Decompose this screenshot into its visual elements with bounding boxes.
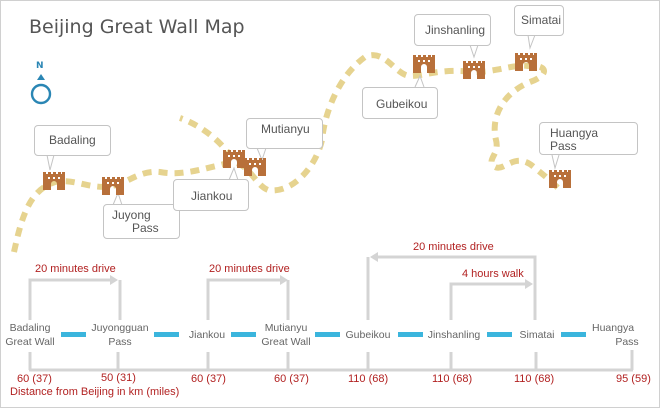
distance-mutianyu: 60 (37)	[274, 373, 309, 385]
timeline-stop-simatai[interactable]: Simatai	[519, 329, 555, 341]
callout-label: Jiankou	[191, 189, 233, 203]
compass-north-label: N	[36, 61, 44, 71]
segment-bar	[398, 332, 423, 337]
segment-bar	[231, 332, 256, 337]
callout-gubeikou[interactable]: Gubeikou	[362, 87, 438, 119]
segment-bar	[561, 332, 586, 337]
distance-simatai: 110 (68)	[514, 373, 555, 385]
distance-huangya: 95 (59)	[616, 373, 651, 385]
callout-jinshanling[interactable]: Jinshanling	[414, 14, 491, 46]
distance-caption: Distance from Beijing in km (miles)	[10, 386, 180, 398]
timeline-stop-jinshanling[interactable]: Jinshanling	[427, 329, 481, 341]
distance-jiankou: 60 (37)	[191, 373, 226, 385]
callout-label: Gubeikou	[376, 97, 428, 111]
castle-icon-juyong[interactable]	[102, 177, 124, 195]
segment-bar	[61, 332, 86, 337]
castle-icon-mutianyu[interactable]	[244, 158, 266, 176]
distance-gubeikou: 110 (68)	[348, 373, 389, 385]
castle-icon-simatai[interactable]	[515, 53, 537, 71]
callout-huangya-pass[interactable]: Huangya Pass	[539, 122, 638, 155]
segment-bar	[487, 332, 512, 337]
distance-juyongguan: 50 (31)	[101, 372, 136, 384]
timeline-stop-juyongguan[interactable]: Juyongguan Pass	[91, 322, 149, 348]
castle-icon-jinshanling[interactable]	[463, 61, 485, 79]
castle-icon-badaling[interactable]	[43, 172, 65, 190]
segment-bar	[154, 332, 179, 337]
timeline-stop-jiankou[interactable]: Jiankou	[188, 329, 226, 341]
distance-badaling: 60 (37)	[17, 373, 52, 385]
callout-label: Badaling	[49, 133, 96, 147]
callout-label: Simatai	[521, 13, 562, 27]
castle-icon-jiankou[interactable]	[223, 150, 245, 168]
callout-juyong-pass[interactable]: Juyong Pass	[103, 204, 180, 239]
trip-label-simatai-gubeikou: 20 minutes drive	[413, 241, 494, 253]
trip-label-jinshanling-simatai: 4 hours walk	[462, 268, 524, 280]
callout-label: Juyong Pass	[112, 208, 159, 235]
trip-label-jiankou-mutianyu: 20 minutes drive	[209, 263, 290, 275]
timeline-stop-mutianyu[interactable]: Mutianyu Great Wall	[261, 322, 311, 348]
segment-bar	[315, 332, 340, 337]
timeline-stop-gubeikou[interactable]: Gubeikou	[345, 329, 391, 341]
castle-icon-huangya[interactable]	[549, 170, 571, 188]
callout-simatai[interactable]: Simatai	[514, 5, 564, 36]
timeline-stop-badaling[interactable]: Badaling Great Wall	[5, 322, 55, 348]
page-title: Beijing Great Wall Map	[29, 16, 245, 38]
distance-jinshanling: 110 (68)	[432, 373, 473, 385]
callout-label: Mutianyu	[261, 122, 310, 136]
timeline-stop-huangya[interactable]: Huangya Pass	[592, 322, 639, 348]
castle-icon-gubeikou[interactable]	[413, 55, 435, 73]
callout-mutianyu[interactable]: Mutianyu	[246, 118, 323, 149]
callout-badaling[interactable]: Badaling	[34, 125, 111, 156]
callout-jiankou[interactable]: Jiankou	[173, 179, 249, 211]
trip-label-badaling-juyong: 20 minutes drive	[35, 263, 116, 275]
callout-label: Jinshanling	[425, 23, 486, 37]
callout-label: Huangya Pass	[550, 126, 599, 153]
